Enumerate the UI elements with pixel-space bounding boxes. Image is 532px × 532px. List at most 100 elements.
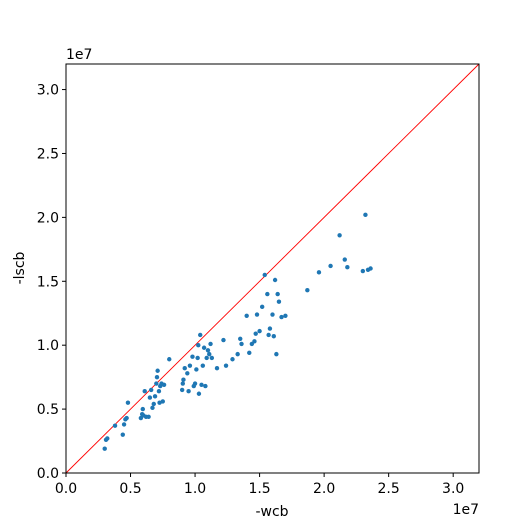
data-point <box>201 345 207 350</box>
y-tick-label: 2.0 <box>37 210 59 226</box>
data-point <box>272 277 278 283</box>
data-point <box>221 337 226 343</box>
reference-line-layer <box>65 63 480 474</box>
data-point <box>105 436 110 441</box>
data-point <box>267 326 273 331</box>
data-point <box>154 374 160 380</box>
x-tick-label: 2.0 <box>313 481 335 497</box>
data-point <box>235 351 240 357</box>
data-point <box>187 363 193 368</box>
data-point <box>257 328 262 334</box>
data-point <box>230 357 235 362</box>
data-point <box>274 351 279 357</box>
data-point <box>239 341 244 347</box>
data-point <box>146 414 151 419</box>
data-point <box>156 389 162 394</box>
data-point <box>186 389 191 394</box>
reference-line-y-equals-x <box>65 63 480 474</box>
y-tick-label: 2.5 <box>37 146 59 162</box>
data-point <box>270 312 275 317</box>
y-axis-offset-label: 1e7 <box>66 47 92 63</box>
data-point <box>140 406 145 412</box>
y-axis-ticks: 0.0 0.5 1.0 1.5 2.0 2.5 3.0 <box>37 83 66 482</box>
data-point <box>192 381 198 386</box>
data-point <box>259 304 265 310</box>
data-point <box>185 371 190 376</box>
data-point <box>244 313 249 318</box>
data-point <box>181 377 186 382</box>
x-tick-label: 0.0 <box>55 481 77 497</box>
data-point <box>180 381 186 386</box>
x-axis-offset-label: 1e7 <box>453 502 479 518</box>
data-point <box>252 339 257 344</box>
data-point <box>124 415 129 421</box>
data-point <box>102 446 107 451</box>
data-point <box>154 381 159 386</box>
y-tick-label: 3.0 <box>37 83 59 99</box>
data-point <box>276 299 282 304</box>
y-tick-label: 1.5 <box>37 274 59 290</box>
data-point <box>214 365 220 371</box>
data-point <box>190 354 195 359</box>
data-point <box>207 351 212 357</box>
x-tick-label: 1.5 <box>248 481 270 497</box>
y-axis-label: -lscb <box>12 251 28 284</box>
x-tick-label: 3.0 <box>442 481 464 497</box>
data-point <box>150 405 155 411</box>
data-point <box>271 334 276 339</box>
data-point <box>209 355 215 361</box>
x-tick-label: 1.0 <box>184 481 206 497</box>
data-point <box>266 332 271 338</box>
data-point <box>337 233 342 238</box>
data-point <box>345 265 350 270</box>
data-point <box>147 395 153 400</box>
data-point <box>200 363 206 368</box>
y-tick-label: 1.0 <box>37 338 59 354</box>
data-point <box>368 266 373 271</box>
data-point <box>152 394 158 399</box>
data-point <box>198 332 203 338</box>
data-point <box>112 423 118 428</box>
data-point <box>208 341 213 347</box>
data-point <box>342 257 347 262</box>
y-tick-label: 0.0 <box>37 466 59 482</box>
data-point <box>223 363 229 368</box>
data-point <box>182 365 187 371</box>
data-point <box>262 272 267 278</box>
data-point <box>120 432 125 437</box>
data-point <box>148 387 154 393</box>
data-point <box>328 263 333 269</box>
data-point <box>142 389 147 394</box>
data-point <box>316 270 322 275</box>
data-points-layer <box>102 212 373 451</box>
data-point <box>265 291 270 297</box>
data-point <box>195 355 200 361</box>
x-axis-ticks: 0.0 0.5 1.0 1.5 2.0 2.5 3.0 <box>55 473 464 497</box>
plot-area-frame <box>65 63 480 474</box>
x-tick-label: 0.5 <box>119 481 141 497</box>
data-point <box>238 336 243 341</box>
data-point <box>179 387 185 393</box>
data-point <box>167 357 172 362</box>
data-point <box>275 291 280 297</box>
data-point <box>204 355 209 361</box>
data-point <box>253 331 258 336</box>
data-point <box>363 212 368 218</box>
data-point <box>194 367 199 372</box>
data-point <box>155 368 160 373</box>
data-point <box>161 382 167 388</box>
data-point <box>196 391 202 396</box>
data-point <box>247 350 252 356</box>
data-point <box>305 288 310 293</box>
data-point <box>205 348 211 353</box>
data-point <box>360 268 366 274</box>
data-point <box>203 383 208 389</box>
data-point <box>151 401 156 407</box>
data-point <box>121 422 127 427</box>
data-point <box>196 342 201 348</box>
y-tick-label: 0.5 <box>37 402 59 418</box>
data-point <box>279 314 284 320</box>
data-point <box>254 312 260 317</box>
